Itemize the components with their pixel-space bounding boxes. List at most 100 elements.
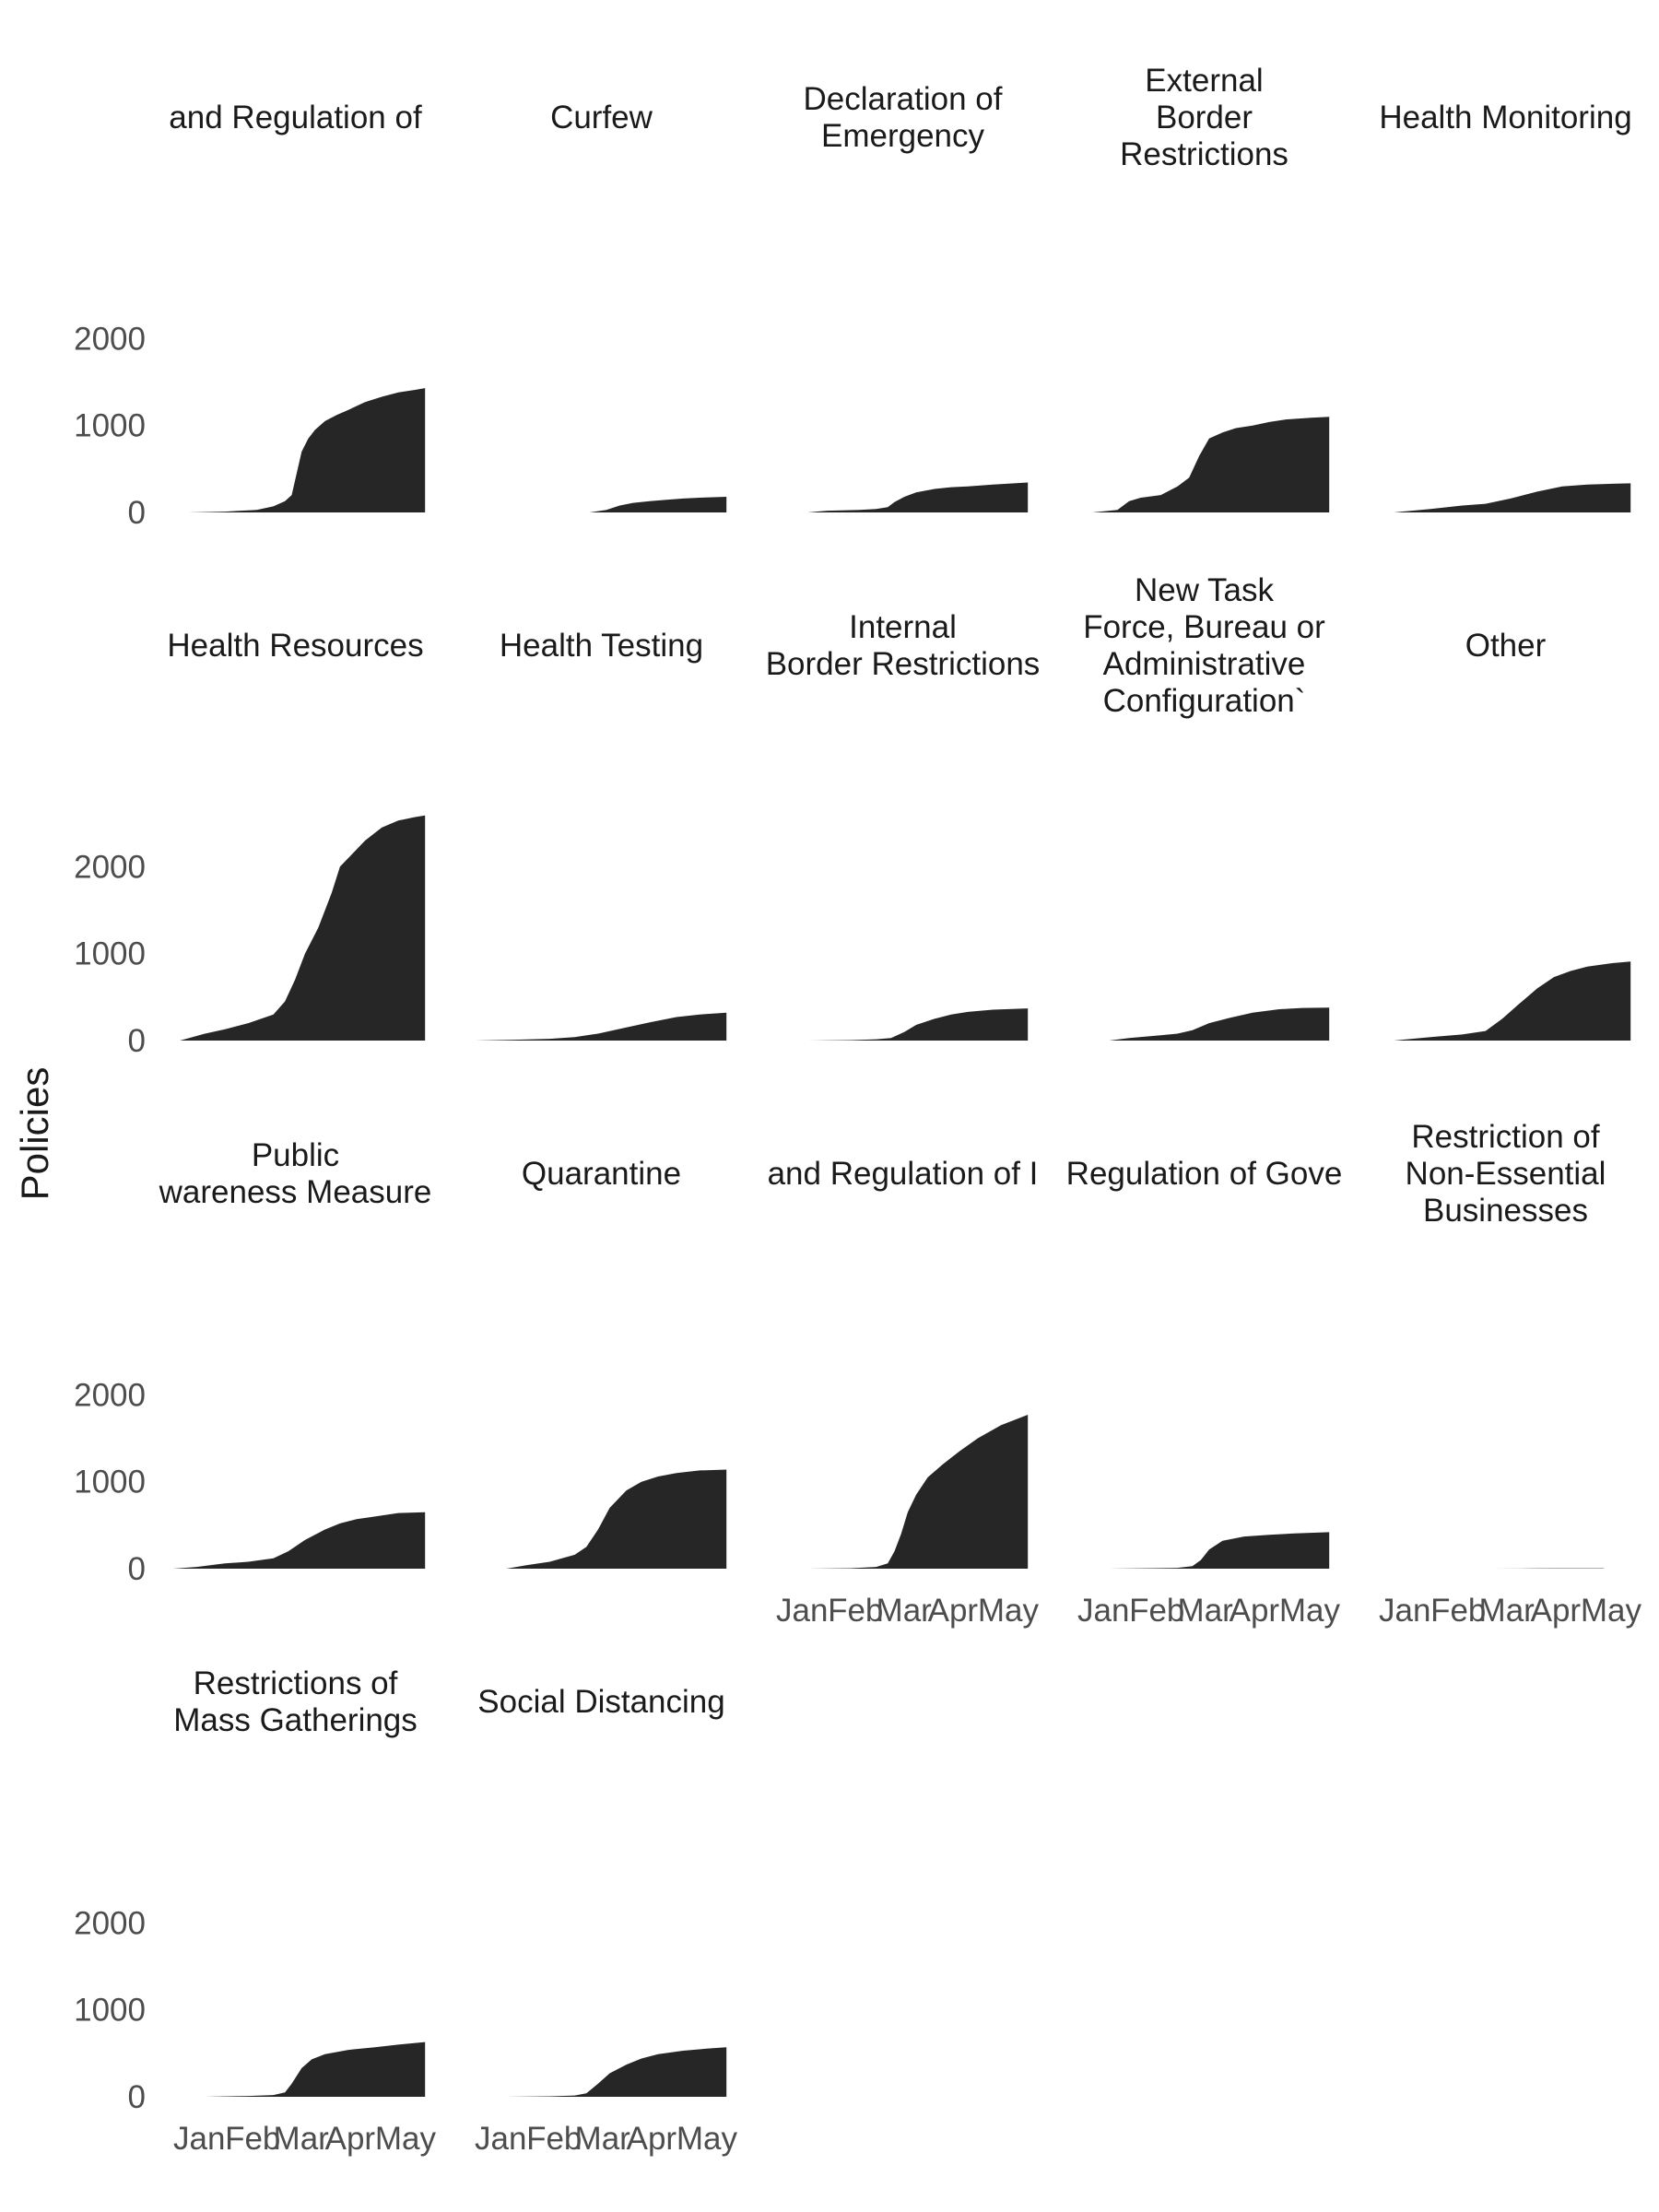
panel-title-line: Quarantine — [522, 1156, 681, 1192]
y-tick-label: 0 — [128, 1551, 146, 1587]
facet-panel: and Regulation of 0 1000 2000 — [74, 100, 426, 531]
cumulative-area — [1092, 417, 1330, 512]
x-tick-label: Jan — [475, 2121, 526, 2157]
x-tick-label: Apr — [325, 2121, 376, 2157]
panel-title-line: Force, Bureau or — [1083, 609, 1325, 645]
y-tick-label: 0 — [128, 1023, 146, 1059]
y-tick-label: 1000 — [74, 936, 146, 972]
y-tick-label: 0 — [128, 495, 146, 531]
panel-title-line: Other — [1465, 628, 1547, 664]
x-tick-label: Jan — [1077, 1593, 1129, 1629]
x-tick-label: Mar — [877, 1593, 933, 1629]
facet-panel: Health Testing — [475, 628, 727, 1041]
panel-title-line: External — [1145, 63, 1263, 99]
x-tick-label: Feb — [828, 1593, 883, 1629]
x-tick-label: Feb — [526, 2121, 582, 2157]
cumulative-area — [1394, 483, 1631, 512]
panel-title-line: Emergency — [821, 118, 985, 154]
cumulative-area — [1394, 961, 1631, 1041]
x-tick-label: Feb — [1430, 1593, 1486, 1629]
panel-title-line: wareness Measure — [159, 1174, 432, 1210]
y-tick-label: 0 — [128, 2079, 146, 2115]
facet-panel: Health Monitoring — [1379, 100, 1632, 512]
y-tick-label: 2000 — [74, 1377, 146, 1413]
panel-title-line: Declaration of — [804, 81, 1003, 117]
panel-title-line: Restriction of — [1411, 1119, 1600, 1155]
panel-title-line: Health Monitoring — [1379, 100, 1631, 135]
facet-panel: Other — [1394, 628, 1631, 1041]
x-tick-label: May — [677, 2121, 738, 2157]
panel-title-line: Non-Essential — [1406, 1156, 1606, 1192]
x-tick-label: May — [1581, 1593, 1642, 1629]
y-tick-label: 2000 — [74, 1905, 146, 1941]
x-tick-label: Apr — [1230, 1593, 1280, 1629]
panel-title-line: and Regulation of I — [768, 1156, 1039, 1192]
cumulative-area — [807, 1008, 1029, 1041]
panel-title-line: Border Restrictions — [766, 646, 1041, 682]
panel-title-line: and Regulation of — [169, 100, 422, 135]
y-tick-label: 1000 — [74, 408, 146, 444]
cumulative-area — [807, 1415, 1029, 1569]
cumulative-area — [1109, 1007, 1330, 1041]
facet-panel: Health Resources 0 1000 2000 — [74, 628, 426, 1059]
panel-title-line: Border — [1156, 100, 1253, 135]
y-tick-label: 2000 — [74, 849, 146, 885]
cumulative-area — [475, 1012, 727, 1041]
cumulative-area — [188, 388, 426, 512]
x-tick-label: Feb — [225, 2121, 280, 2157]
panel-title-line: Administrative — [1103, 646, 1306, 682]
x-tick-label: Apr — [627, 2121, 677, 2157]
panel-title-line: Internal — [849, 609, 957, 645]
cumulative-area — [173, 1512, 426, 1569]
x-tick-label: Mar — [274, 2121, 330, 2157]
cumulative-area — [807, 482, 1029, 512]
panel-title-line: Restrictions — [1120, 136, 1288, 172]
y-tick-label: 1000 — [74, 1465, 146, 1500]
x-tick-label: Mar — [575, 2121, 631, 2157]
x-tick-label: Jan — [1379, 1593, 1430, 1629]
panel-title-line: Health Testing — [500, 628, 703, 664]
panel-title-line: Businesses — [1423, 1193, 1588, 1229]
x-tick-label: Apr — [1531, 1593, 1582, 1629]
panel-title-line: Regulation of Gove — [1066, 1156, 1343, 1192]
panel-title-line: Curfew — [550, 100, 653, 135]
panel-title-line: Health Resources — [167, 628, 423, 664]
facet-panel: Quarantine — [506, 1156, 727, 1569]
y-axis-title: Policies — [13, 1067, 56, 1201]
x-tick-label: May — [1279, 1593, 1341, 1629]
x-tick-label: Mar — [1178, 1593, 1234, 1629]
panel-title-line: Social Distancing — [477, 1684, 724, 1720]
x-tick-label: May — [375, 2121, 437, 2157]
x-tick-label: Mar — [1479, 1593, 1535, 1629]
cumulative-area — [180, 815, 426, 1041]
y-tick-label: 1000 — [74, 1993, 146, 2029]
cumulative-area — [1109, 1532, 1330, 1569]
x-tick-label: Jan — [173, 2121, 225, 2157]
panel-title-line: Restrictions of — [194, 1665, 398, 1701]
panel-title-line: Mass Gatherings — [173, 1702, 418, 1738]
x-tick-label: Apr — [928, 1593, 979, 1629]
cumulative-area — [589, 497, 727, 512]
x-tick-label: Feb — [1129, 1593, 1184, 1629]
cumulative-area — [506, 1469, 727, 1569]
facet-panel: Curfew — [550, 100, 727, 512]
facet-panels: and Regulation of 0 1000 2000 Curfew Declarat… — [74, 63, 1641, 2157]
x-tick-label: May — [978, 1593, 1040, 1629]
cumulative-area — [506, 2047, 727, 2097]
panel-title-line: New Task — [1135, 572, 1275, 608]
panel-title-line: Public — [252, 1137, 339, 1173]
cumulative-area — [205, 2041, 426, 2097]
y-tick-label: 2000 — [74, 321, 146, 357]
x-tick-label: Jan — [776, 1593, 828, 1629]
